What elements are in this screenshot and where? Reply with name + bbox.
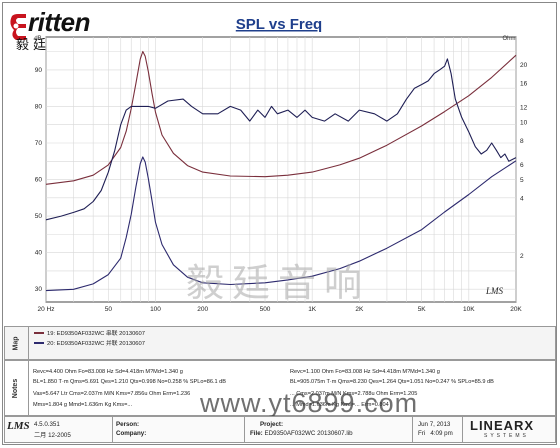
x-axis-tick-label: 1K [308, 306, 317, 313]
footer-version: 4.5.0.351 [34, 421, 60, 428]
right-axis-tick-label: 10 [520, 119, 528, 126]
map-panel [4, 326, 556, 360]
map-panel-label: Map [4, 326, 29, 360]
left-axis-tick-label: 40 [35, 250, 43, 257]
legend-entry-19: 19: ED9350AF032WC 串联 20130607 [34, 328, 145, 337]
legend-swatch-19 [34, 331, 44, 334]
x-axis-tick-label: 20K [510, 306, 522, 313]
footer-divider-3 [412, 416, 413, 443]
footer-divider-4 [462, 416, 463, 443]
right-axis-tick-label: 8 [520, 138, 524, 145]
notes-right-line-2: BL=905.075m T·m Qms=8.230 Qes=1.264 Qts=… [290, 379, 494, 385]
x-axis-tick-label: 20 Hz [38, 306, 55, 313]
right-axis-tick-label: 6 [520, 162, 524, 169]
footer-lms-logo: LMS [7, 420, 30, 432]
right-axis-tick-label: 16 [520, 80, 528, 87]
right-axis-tick-label: 12 [520, 104, 528, 111]
right-axis-unit: Ohm [502, 36, 515, 42]
notes-left-line-1: Revc=4.400 Ohm Fo=83.008 Hz Sd=4.418m M?… [33, 369, 183, 375]
x-axis-tick-label: 200 [197, 306, 208, 313]
left-axis-tick-label: 50 [35, 213, 43, 220]
lms-badge: LMS [485, 286, 504, 296]
x-axis-tick-label: 2K [355, 306, 364, 313]
left-axis-tick-label: 60 [35, 177, 43, 184]
x-axis-tick-label: 50 [105, 306, 113, 313]
left-axis-ticks: 30 40 50 60 70 80 90 [35, 67, 43, 293]
legend-entry-20: 20: ED9350AF032WC 并联 20130607 [34, 338, 145, 347]
x-axis-tick-label: 10K [463, 306, 475, 313]
right-axis-tick-label: 20 [520, 62, 528, 69]
left-axis-tick-label: 30 [35, 286, 43, 293]
footer-time: Fri 4:09 pm [418, 430, 453, 437]
series-line-impedance-0 [45, 50, 517, 185]
notes-left-line-4: Mms=1.804 g Mmd=1.636m Kg Kms=... [33, 402, 133, 408]
footer-build: 二月 12-2005 [34, 432, 71, 439]
legend-swatch-20 [34, 341, 44, 344]
footer-file: File: ED9350AF032WC 20130607.lib [250, 430, 353, 437]
right-axis-tick-label: 5 [520, 177, 524, 184]
x-axis-tick-label: 500 [260, 306, 271, 313]
footer-company-label: Company: [116, 430, 147, 437]
right-axis-tick-label: 2 [520, 253, 524, 260]
x-axis-ticks: 20 Hz 50 100 200 500 1K 2K 5K 10K 20K [38, 306, 523, 313]
footer-date: Jun 7, 2013 [418, 421, 451, 428]
footer-project-label: Project: [260, 421, 284, 428]
x-axis-tick-label: 5K [418, 306, 427, 313]
left-axis-tick-label: 80 [35, 103, 43, 110]
series-line-impedance-1 [45, 156, 517, 292]
y-gridlines [46, 51, 516, 290]
legend-label-20: 20: ED9350AF032WC 并联 20130607 [47, 341, 145, 347]
notes-left-line-2: BL=1.850 T·m Qms=5.691 Qes=1.210 Qts=0.9… [33, 379, 227, 385]
footer-bar [4, 416, 556, 443]
notes-right-line-1: Revc=1.100 Ohm Fo=83.008 Hz Sd=4.418m M?… [290, 369, 440, 375]
x-gridlines [45, 37, 517, 302]
logo-brand-text: ritten [28, 7, 91, 37]
chinese-watermark: 毅廷音响 [186, 261, 370, 305]
notes-panel-label: Notes [4, 360, 29, 416]
notes-right-line-4: ... Mmd=1.636m Kg Kms=... Erm=0.804 [290, 402, 389, 408]
footer-divider-1 [112, 416, 113, 443]
footer-file-value: ED9350AF032WC 20130607.lib [264, 430, 353, 437]
chart-title: SPL vs Freq [236, 16, 322, 33]
logo-mark-icon [10, 14, 26, 40]
plot-area [45, 36, 517, 303]
right-axis-ticks: 2 4 5 6 8 10 12 16 20 [520, 62, 528, 260]
left-axis-unit: dB [34, 36, 41, 42]
left-axis-tick-label: 70 [35, 140, 43, 147]
footer-brand: LINEARX [470, 418, 535, 433]
url-watermark: www.yt6899.com [200, 388, 419, 418]
footer-brand-sub: SYSTEMS [484, 433, 529, 439]
footer-person-label: Person: [116, 421, 140, 428]
x-axis-tick-label: 100 [150, 306, 161, 313]
series-line-spl-2 [45, 58, 517, 221]
notes-panel [4, 360, 556, 416]
notes-left-line-3: Vas=5.647 Ltr Cms=2.037m M/N Kms=7.856u … [33, 391, 191, 397]
left-axis-tick-label: 90 [35, 67, 43, 74]
footer-divider-2 [244, 416, 245, 443]
notes-right-line-3: ... Cms=2.037m M/N Kms=2.788u Ohm Erm=1.… [290, 391, 418, 397]
right-axis-tick-label: 4 [520, 196, 524, 203]
series-group [45, 50, 517, 292]
legend-label-19: 19: ED9350AF032WC 串联 20130607 [47, 331, 145, 337]
